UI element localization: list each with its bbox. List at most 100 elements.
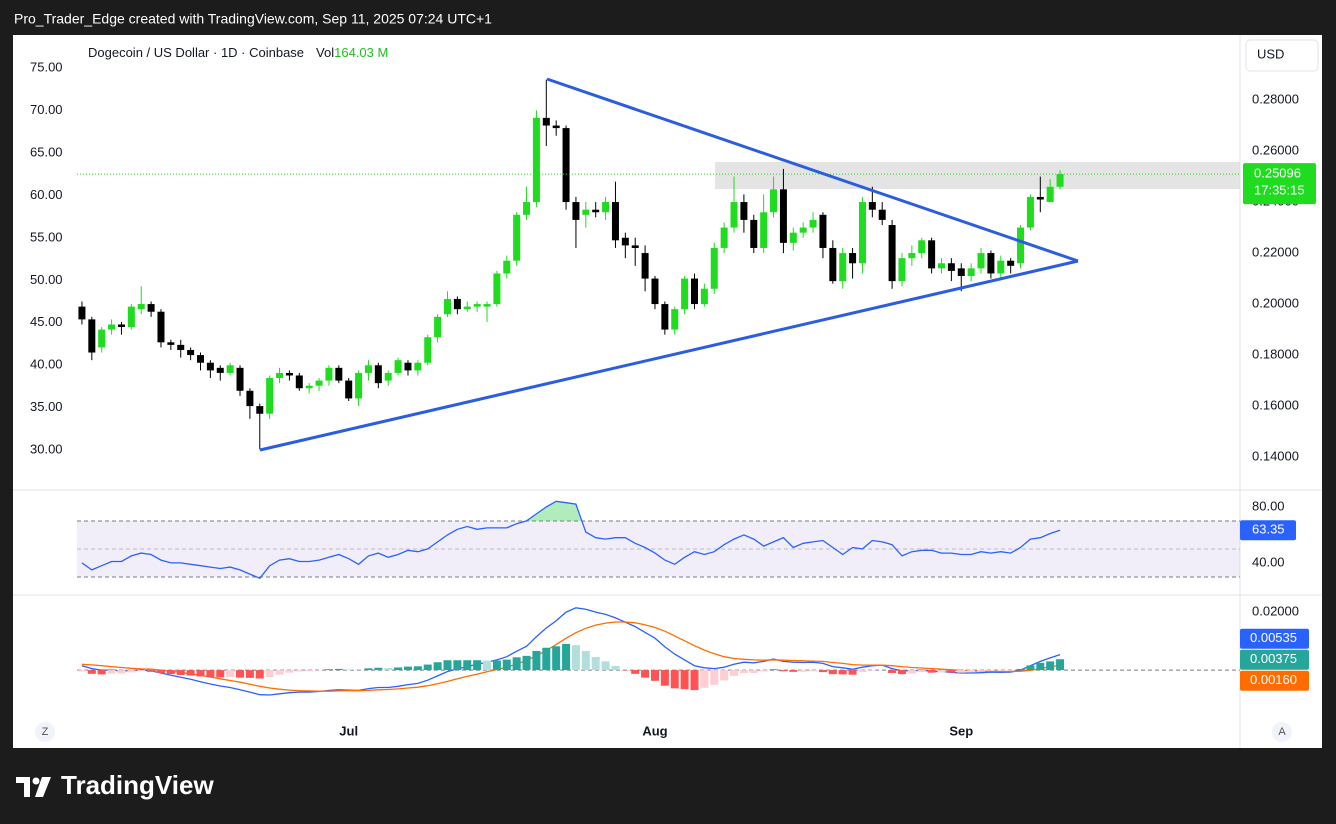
y-tick-label: 40.00 [1252,554,1285,569]
macd-value-box [1240,649,1309,670]
histogram-bar [759,670,768,672]
histogram-bar [443,660,452,671]
histogram-bar [384,668,393,671]
candle-body [829,247,837,282]
candle-body [266,378,274,414]
y-tick-label: 0.16000 [1252,398,1299,413]
y-tick-label: 0.22000 [1252,245,1299,260]
y-tick-label: 45.00 [30,314,63,329]
histogram-bar [127,670,136,673]
candle-body [858,202,866,264]
histogram-bar [226,670,235,678]
candle-body [799,227,807,233]
histogram-bar [858,670,867,673]
candle-body [226,365,234,373]
chart-panel [13,35,1322,748]
histogram-bar [176,670,185,675]
x-tick-label: Aug [642,723,667,738]
candle-body [1007,260,1015,266]
histogram-bar [147,670,156,672]
histogram-bar [769,669,778,671]
candle-body [592,209,600,213]
histogram-bar [641,670,650,678]
candle-body [295,375,303,389]
candle-body [997,260,1005,274]
histogram-bar [473,660,482,671]
candle-body [878,209,886,220]
histogram-bar [789,670,798,672]
currency-button[interactable] [1245,39,1319,72]
histogram-bar [186,670,195,676]
candle-body [78,306,86,320]
candle-body [236,367,244,391]
histogram-bar [1036,662,1045,671]
histogram-bar [423,664,432,671]
y-tick-label: 75.00 [30,60,63,75]
candle-body [1017,227,1025,264]
candle-body [1036,196,1044,200]
histogram-bar [680,670,689,690]
candle-body [552,125,560,129]
macd-value-label: 0.00160 [1250,672,1297,687]
macd-line [81,607,1061,696]
scale-button[interactable] [35,722,55,742]
histogram-bar [1026,665,1035,671]
histogram-bar [394,667,403,671]
logo-shape [35,777,51,797]
candle-body [987,253,995,274]
candle-body [938,263,945,269]
scale-button[interactable] [1272,722,1292,742]
candle-body [414,362,422,371]
histogram-bar [660,670,669,686]
y-tick-label: 0.26000 [1252,142,1299,157]
candle-body [809,219,817,228]
brand-name: TradingView [61,770,214,800]
candle-body [750,219,758,248]
candle-body [88,319,96,353]
histogram-bar [917,670,926,673]
volume-prefix: Vol [316,45,334,60]
candle-body [513,214,521,261]
candle-body [819,214,827,248]
labels: 0.140000.160000.180000.200000.220000.240… [30,60,1316,738]
histogram-bar [97,670,106,675]
histogram-bar [295,670,304,672]
candle-body [523,202,531,215]
countdown-label: 17:35:15 [1254,183,1305,198]
scale-button-label: Z [42,726,49,738]
histogram-bar [324,669,333,671]
histogram-bar [492,660,501,671]
histogram-bar [107,670,116,674]
histogram-bar [1056,659,1065,671]
candle-body [631,245,639,248]
histogram-bar [374,667,383,671]
candle-body [503,260,511,274]
candle-body [355,372,363,399]
candle-body [849,253,857,264]
candle-body [740,202,748,220]
histogram-bar [631,670,640,674]
candle-body [335,367,343,381]
candle-body [137,304,145,310]
lower-trendline [259,259,1079,452]
brand-logo [16,777,51,797]
macd-value-box [1240,670,1309,691]
histogram-bar [562,643,571,671]
candle-body [779,189,787,243]
histogram-bar [265,670,274,678]
histogram-bar [1006,670,1015,671]
scale-button-label: A [1278,726,1286,738]
x-tick-label: Sep [949,723,973,738]
candle-body [641,253,649,279]
histogram-bar [809,670,818,672]
histogram-bar [522,655,531,671]
candle-body [977,253,985,269]
histogram-bar [828,670,837,675]
histogram-bar [364,668,373,671]
histogram-bar [601,661,610,671]
candle-body [305,385,313,389]
y-tick-label: 0.18000 [1252,347,1299,362]
candle-body [404,362,412,371]
histogram-bar [937,670,946,673]
candle-body [661,304,669,330]
